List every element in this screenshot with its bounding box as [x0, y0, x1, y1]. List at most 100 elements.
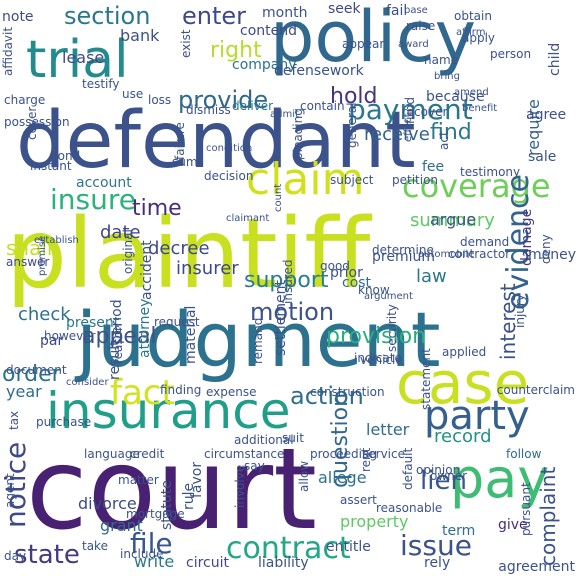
word-sum: sum: [172, 155, 198, 169]
word-allege: allege: [318, 468, 367, 487]
word-contract: contract: [226, 531, 351, 566]
word-exist: exist: [179, 29, 193, 58]
word-amend: amend: [454, 87, 489, 98]
word-deliver: deliver: [232, 99, 274, 113]
word-injury: injury: [513, 294, 527, 328]
word-judgment: judgment: [76, 295, 441, 384]
word-matter: matter: [118, 473, 159, 487]
word-rely: rely: [424, 555, 451, 571]
word-failure: failure: [173, 122, 187, 160]
word-liability: liability: [258, 555, 309, 571]
word-plaintiff: plaintiff: [6, 198, 371, 310]
word-act: act: [437, 131, 451, 150]
word-action: action: [290, 382, 364, 410]
word-answer: answer: [6, 255, 50, 269]
word-complaint: complaint: [536, 466, 560, 566]
word-record: record: [434, 426, 492, 447]
word-argue: argue: [430, 210, 477, 229]
word-premium: premium: [372, 249, 435, 265]
word-fee: fee: [422, 159, 445, 175]
word-default: default: [401, 447, 415, 490]
word-expense: expense: [206, 385, 257, 399]
word-shall: shall: [6, 236, 53, 260]
word-say: say: [244, 459, 265, 473]
word-cost: cost: [342, 275, 372, 291]
word-year: year: [6, 382, 42, 401]
word-defendant: defendant: [16, 96, 416, 186]
word-award: award: [398, 39, 429, 50]
word-effect: effect: [403, 113, 414, 142]
word-coverage: coverage: [402, 167, 551, 205]
word-accident: accident: [139, 240, 155, 300]
word-bond: bond: [50, 149, 81, 163]
word-testimony: testimony: [460, 165, 521, 179]
word-attorney: attorney: [137, 298, 153, 358]
word-account: account: [76, 175, 132, 191]
word-circuit: circuit: [186, 555, 229, 571]
word-time: time: [132, 196, 182, 221]
word-provide: provide: [178, 86, 269, 114]
word-mortgage: mortgage: [126, 507, 185, 521]
word-receive: receive: [364, 124, 430, 145]
word-applied: applied: [442, 345, 487, 359]
word-letter: letter: [366, 420, 410, 439]
word-entitle: entitle: [326, 539, 371, 555]
word-summary: summary: [410, 210, 495, 231]
word-write: write: [134, 552, 175, 571]
word-trial: trial: [26, 30, 129, 90]
word-allow: allow: [297, 460, 311, 492]
word-pleading: pleading: [291, 108, 305, 160]
word-month: month: [262, 5, 308, 21]
word-appeal: appeal: [82, 324, 157, 349]
word-support: support: [244, 268, 329, 293]
word-deny: deny: [539, 234, 553, 264]
word-par: par: [40, 333, 64, 349]
word-divorce: divorce: [78, 494, 137, 513]
word-bank: bank: [120, 26, 160, 45]
word-company: company: [232, 57, 297, 73]
word-automobile: automobile: [418, 249, 475, 260]
word-recover: recover: [402, 105, 448, 119]
word-obtain: obtain: [454, 9, 492, 23]
word-consider: consider: [66, 377, 109, 388]
word-benefit: benefit: [462, 103, 498, 114]
word-determine: determine: [372, 243, 434, 257]
word-term: term: [442, 523, 476, 539]
word-motion: motion: [250, 298, 335, 326]
word-instant: instant: [30, 159, 72, 173]
word-grant: grant: [100, 516, 143, 535]
word-right: right: [210, 38, 262, 63]
word-pay: pay: [450, 447, 550, 510]
word-agent: agent: [3, 473, 17, 508]
word-name: name: [424, 53, 459, 67]
word-reason: reason: [111, 323, 125, 364]
word-rent: rent: [359, 447, 373, 472]
word-defensework: defensework: [274, 63, 364, 79]
word-insurer: insurer: [176, 258, 239, 279]
word-state: state: [14, 540, 80, 570]
word-issue: issue: [400, 529, 472, 562]
word-insured: insured: [281, 259, 295, 304]
word-money: money: [528, 247, 576, 263]
word-section: section: [64, 2, 151, 30]
word-prior: prior: [330, 265, 363, 281]
word-contractor: contractor: [448, 247, 511, 261]
word-remand: remand: [251, 317, 265, 364]
word-agreement: agreement: [498, 559, 575, 575]
word-purchase: purchase: [36, 415, 92, 429]
word-party: party: [424, 393, 530, 439]
word-possession: possession: [4, 115, 70, 129]
word-credit: credit: [130, 447, 165, 461]
word-construction: construction: [310, 385, 385, 399]
word-date: date: [100, 222, 141, 243]
word-use: use: [122, 87, 144, 101]
word-lien: lien: [420, 466, 467, 496]
word-order: order: [2, 362, 61, 387]
word-bring: bring: [434, 71, 460, 82]
word-policy: policy: [270, 0, 477, 78]
word-loss: loss: [148, 93, 172, 107]
word-raise: raise: [406, 19, 436, 33]
word-charge: charge: [4, 93, 46, 107]
word-affirm: affirm: [456, 27, 486, 38]
word-additional: additional: [234, 433, 294, 447]
